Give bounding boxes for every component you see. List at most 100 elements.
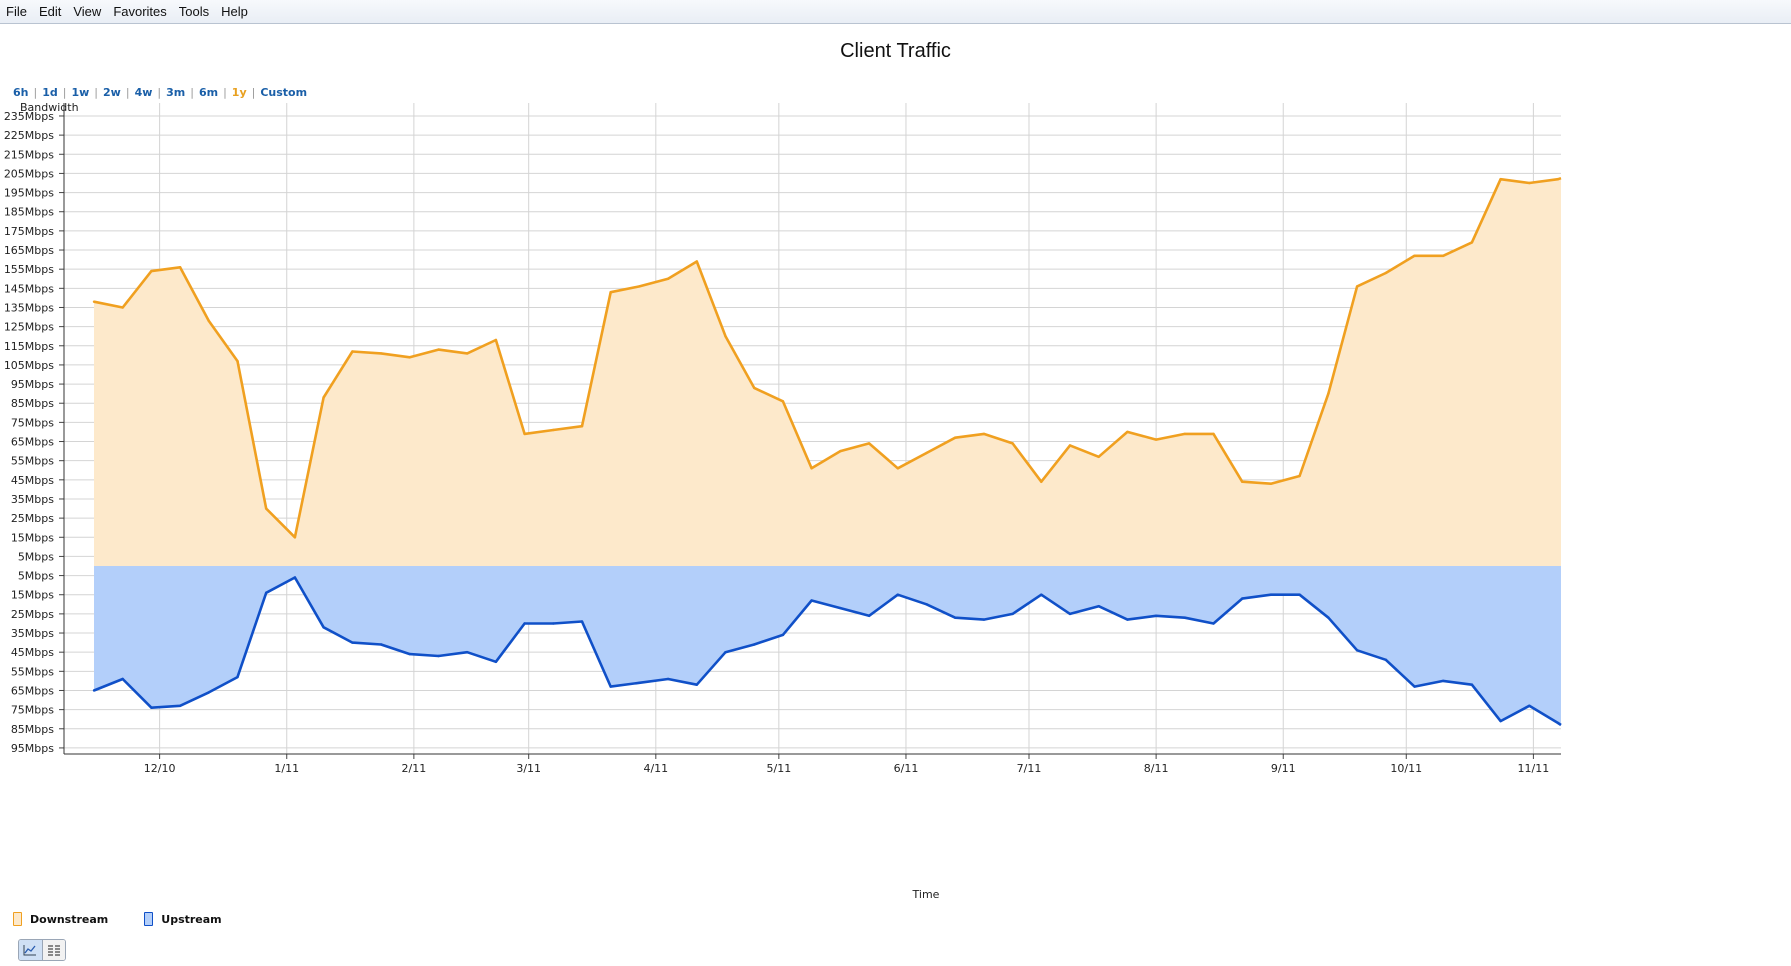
upstream-point	[1068, 612, 1072, 616]
downstream-point	[1470, 241, 1474, 244]
upstream-point	[178, 704, 182, 707]
menu-tools[interactable]: Tools	[178, 4, 210, 19]
downstream-point	[638, 285, 641, 288]
downstream-point	[1097, 455, 1100, 458]
range-separator: |	[94, 86, 99, 99]
time-range-selector: 6h | 1d | 1w | 2w | 4w | 3m | 6m | 1y | Custom	[13, 86, 307, 99]
legend-item-downstream[interactable]: Downstream	[13, 912, 108, 926]
downstream-point	[753, 386, 756, 390]
range-1w[interactable]: 1w	[71, 86, 90, 99]
y-tick-label: 215Mbps	[4, 148, 54, 161]
range-6m[interactable]: 6m	[198, 86, 219, 99]
downstream-point	[925, 451, 928, 455]
downstream-point	[265, 507, 268, 510]
upstream-point	[494, 660, 498, 663]
y-tick-label: 155Mbps	[4, 263, 54, 276]
y-tick-label: 85Mbps	[11, 723, 54, 736]
upstream-point	[867, 614, 871, 617]
upstream-point	[781, 633, 785, 637]
downstream-point	[695, 260, 698, 263]
upstream-point	[236, 675, 239, 679]
upstream-point	[1126, 618, 1129, 621]
x-tick-label: 5/11	[766, 762, 791, 775]
downstream-point	[1154, 438, 1158, 441]
upstream-point	[351, 641, 354, 644]
downstream-point	[150, 269, 153, 273]
x-tick-label: 10/11	[1390, 762, 1422, 775]
range-3m[interactable]: 3m	[166, 86, 186, 99]
upstream-point	[408, 652, 411, 656]
chart-view-button[interactable]	[19, 940, 42, 960]
downstream-point	[1241, 480, 1244, 483]
chart-title: Client Traffic	[840, 40, 951, 62]
downstream-point	[1212, 432, 1215, 436]
y-tick-label: 55Mbps	[11, 665, 54, 678]
upstream-point	[552, 622, 555, 625]
upstream-point	[609, 685, 612, 688]
line-chart-icon	[23, 945, 37, 956]
downstream-point	[351, 350, 354, 353]
menu-help[interactable]: Help	[221, 4, 248, 19]
downstream-point	[839, 449, 842, 453]
range-separator: |	[157, 86, 162, 99]
range-custom[interactable]: Custom	[260, 86, 308, 99]
table-view-button[interactable]	[41, 940, 65, 960]
upstream-point	[982, 618, 986, 621]
upstream-point	[1556, 721, 1560, 725]
menu-file[interactable]: File	[6, 4, 27, 19]
menu-favorites[interactable]: Favorites	[113, 4, 167, 19]
upstream-point	[1183, 616, 1187, 619]
y-tick-label: 185Mbps	[4, 206, 54, 219]
y-tick-label: 35Mbps	[11, 627, 54, 640]
upstream-point	[92, 689, 96, 692]
downstream-point	[466, 352, 469, 355]
downstream-point	[92, 300, 96, 303]
downstream-point	[1040, 480, 1043, 483]
downstream-point	[1126, 430, 1129, 434]
upstream-point	[1241, 597, 1244, 600]
y-tick-label: 205Mbps	[4, 167, 54, 180]
downstream-point	[1413, 254, 1416, 257]
downstream-point	[1355, 285, 1359, 288]
upstream-point	[695, 683, 698, 686]
upstream-point	[1011, 612, 1014, 616]
menu-bar: File Edit View Favorites Tools Help	[0, 0, 1791, 24]
upstream-point	[1442, 679, 1445, 683]
table-view-icon	[47, 945, 60, 956]
upstream-point	[1327, 616, 1330, 619]
menu-edit[interactable]: Edit	[38, 4, 62, 19]
downstream-point	[437, 348, 440, 351]
downstream-point	[293, 536, 297, 539]
y-tick-label: 145Mbps	[4, 282, 54, 295]
y-tick-label: 15Mbps	[11, 531, 54, 544]
y-tick-label: 135Mbps	[4, 301, 54, 314]
upstream-point	[1040, 593, 1043, 596]
range-4w[interactable]: 4w	[134, 86, 153, 99]
downstream-point	[408, 356, 411, 359]
downstream-point	[810, 467, 813, 470]
x-tick-label: 8/11	[1144, 762, 1169, 775]
y-tick-label: 55Mbps	[11, 455, 54, 468]
x-tick-label: 7/11	[1017, 762, 1042, 775]
upstream-point	[1097, 605, 1100, 608]
upstream-point	[1384, 658, 1388, 661]
range-1y[interactable]: 1y	[231, 86, 247, 99]
upstream-point	[1269, 593, 1273, 596]
y-tick-label: 75Mbps	[11, 704, 54, 717]
downstream-point	[982, 432, 986, 436]
range-6h[interactable]: 6h	[13, 86, 29, 99]
menu-view[interactable]: View	[73, 4, 102, 19]
legend-label: Downstream	[30, 913, 109, 926]
legend-item-upstream[interactable]: Upstream	[144, 912, 222, 926]
x-tick-label: 3/11	[516, 762, 541, 775]
x-tick-label: 12/10	[144, 762, 176, 775]
downstream-point	[781, 400, 785, 403]
upstream-point	[1499, 719, 1502, 723]
view-toggle-group	[18, 939, 66, 961]
range-2w[interactable]: 2w	[103, 86, 121, 99]
upstream-point	[839, 606, 842, 610]
downstream-point	[1499, 178, 1502, 181]
range-separator: |	[223, 86, 227, 99]
x-tick-label: 4/11	[643, 762, 668, 775]
range-1d[interactable]: 1d	[42, 86, 58, 99]
